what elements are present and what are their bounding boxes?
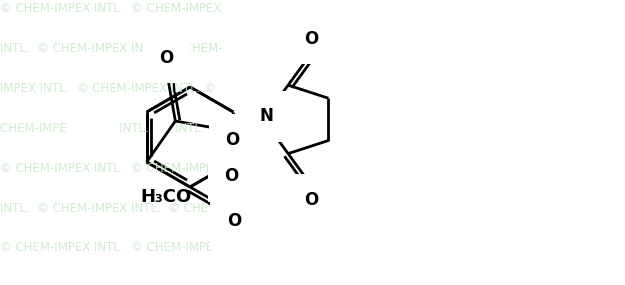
Text: O: O (224, 167, 238, 185)
Text: © CHEM-IMPEX INTL.  © CHEM-IMPEX: © CHEM-IMPEX INTL. © CHEM-IMPEX (0, 2, 221, 15)
Text: O: O (304, 30, 319, 48)
Text: CHEM-IMPE              INTL.       INTL.: CHEM-IMPE INTL. INTL. (0, 122, 205, 135)
Text: O: O (226, 131, 240, 149)
Text: O: O (227, 213, 241, 231)
Text: N: N (259, 107, 273, 125)
Text: O: O (159, 49, 174, 67)
Text: H₃CO: H₃CO (140, 188, 191, 206)
Text: © CHEM-IMPEX INTL.  © CHEM-IMPE: © CHEM-IMPEX INTL. © CHEM-IMPE (0, 162, 213, 175)
Text: IMPEX INTL.  © CHEM-IMPEX INTL. ©: IMPEX INTL. © CHEM-IMPEX INTL. © (0, 82, 216, 95)
Text: O: O (304, 191, 319, 209)
Text: INTL.  © CHEM-IMPEX INTL.  © CHE: INTL. © CHEM-IMPEX INTL. © CHE (0, 201, 208, 215)
Text: © CHEM-IMPEX INTL.  © CHEM-IMPE: © CHEM-IMPEX INTL. © CHEM-IMPE (0, 241, 213, 255)
Text: INTL.  © CHEM-IMPEX INTL.  © CHEM-: INTL. © CHEM-IMPEX INTL. © CHEM- (0, 42, 222, 55)
